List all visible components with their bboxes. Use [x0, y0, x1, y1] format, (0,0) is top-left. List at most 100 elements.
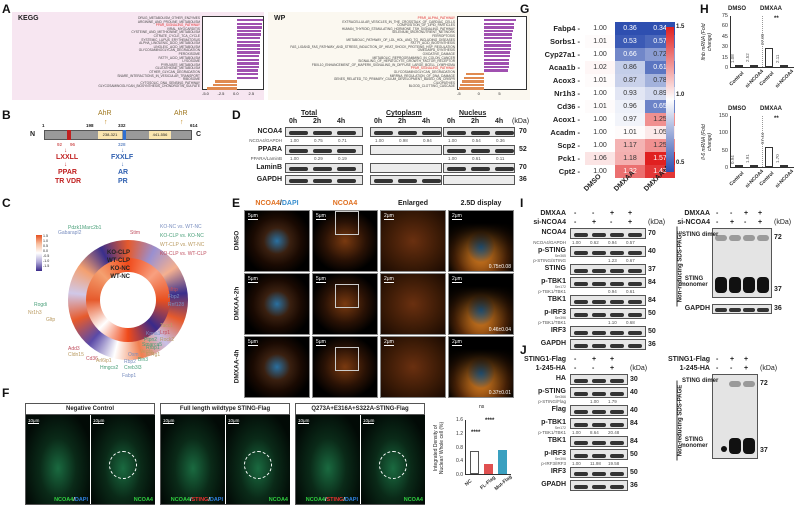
- protein-label: IRF3: [550, 327, 566, 334]
- ratio-value: 1.00: [572, 430, 581, 435]
- bar: [470, 450, 479, 474]
- ratio-label: p-IRF3/IRF3: [541, 461, 566, 466]
- protein-label: STING: [544, 265, 566, 272]
- image-group: Negative Control 10μm NCOA4/DAPI 10μm NCOA4: [25, 403, 155, 505]
- protein-band: [574, 269, 588, 273]
- protein-band: [610, 472, 624, 476]
- fraction-header: Nucleus: [459, 110, 487, 117]
- protein-band: [289, 167, 308, 171]
- protein-band: [313, 149, 332, 153]
- gene-label: Fbp2: [168, 294, 180, 300]
- y-tick: 0: [724, 65, 728, 71]
- gene-label: Kpna1: [146, 331, 161, 337]
- protein-band: [574, 410, 588, 414]
- enrichment-bar: [207, 87, 238, 90]
- protein-band: [592, 269, 606, 273]
- ratio-label: NCOA4/GAPDH: [249, 138, 282, 143]
- zoom-box: [335, 347, 359, 371]
- gene-label: Arl6ip1: [96, 358, 112, 364]
- circos-ring: [68, 240, 188, 360]
- panel-g-label: G: [520, 2, 530, 16]
- blot-lanes: [570, 246, 646, 257]
- bar: [735, 65, 743, 67]
- gene-label: Ptpn2: [144, 337, 158, 343]
- panel-e-label: E: [232, 196, 241, 210]
- scale-bar: 5μm: [248, 213, 258, 220]
- pathway-term: METABOLIC_REPROGRAMMING_IN_COLON_CANCER: [372, 55, 455, 60]
- channel-label: NCOA4/STING/DAPI: [305, 497, 358, 503]
- western-blot-d: Total Cytoplasm Nucleus 0h 2h 4h 0h 2h 4h 0h 2h 4h(…: [230, 108, 529, 188]
- protein-label: PPARA: [258, 146, 282, 153]
- protein-band: [313, 167, 332, 171]
- bar-value: 1.08: [730, 54, 735, 64]
- timepoint-label: 4h: [337, 118, 346, 125]
- enrichment-bar: [237, 73, 259, 76]
- scale-bar: 5μm: [316, 213, 326, 220]
- channel-label: NCOA4/STING/DAPI: [170, 497, 223, 503]
- heatmap-cell: 1.00: [585, 113, 615, 126]
- blot-lanes: [570, 480, 628, 491]
- blot-lane-group: [370, 175, 442, 185]
- nucleus-outline: [244, 451, 272, 479]
- colorbar-tick: 0.5: [43, 244, 48, 248]
- enrichment-bar: [237, 55, 260, 58]
- protein-band: [592, 423, 606, 427]
- wp-term-list: PPAR_ALPHA_PATHWAY EXTRACELLULAR_VESICLES…: [268, 16, 455, 89]
- protein-label: GPADH: [541, 481, 566, 488]
- pathway-term: PYRUVATE_METABOLISM: [160, 62, 200, 67]
- chart-axes: [465, 420, 511, 475]
- y-tick: 150: [718, 113, 728, 119]
- pathway-term: MIRRNA_REGULATION_OF_DNA_DAMAGE: [389, 73, 455, 78]
- heatmap-cell: 1.17: [615, 139, 645, 152]
- bar: [765, 147, 773, 167]
- ncoa4-domain-diagram: AhR ↑ AhR ↑ 1 198 332 614 N 238-321 441-…: [30, 110, 230, 195]
- x-tick: Control: [728, 170, 746, 188]
- scale-bar: 10μm: [363, 418, 375, 424]
- protein-band: [289, 131, 308, 135]
- protein-band: [592, 454, 606, 458]
- group-title: Full length wildtype STING-Flag: [161, 404, 289, 415]
- timepoint-label: 2h: [313, 118, 322, 125]
- ratio-value: 0.36: [496, 138, 505, 143]
- x-tick: si-NCOA4: [774, 68, 796, 90]
- y-axis-label: Integrated Density of Nuclear/ Whole cel…: [433, 421, 445, 475]
- bar: [750, 165, 758, 167]
- fraction-header: Total: [301, 110, 318, 117]
- protein-band: [574, 454, 588, 458]
- blot-lanes: [570, 374, 628, 385]
- gene-label: Sorbs1 -: [549, 37, 580, 46]
- ratio-value: 0.19: [338, 156, 347, 161]
- protein-label: LaminB: [256, 164, 282, 171]
- colorbar-tick: 1.0: [43, 239, 48, 243]
- gene-label: Cd36 -: [557, 102, 580, 111]
- bar-value: 2.11: [775, 54, 780, 63]
- protein-band: [337, 167, 356, 171]
- scale-bar: 2μm: [452, 213, 462, 220]
- colorbar-tick: 1.5: [43, 234, 48, 238]
- scale-bar: 10μm: [93, 418, 105, 424]
- arrow-down-icon: ↓: [64, 148, 67, 154]
- bar: [750, 65, 758, 67]
- treatment-sign: +: [744, 365, 749, 372]
- treatment-sign: +: [592, 219, 597, 226]
- pathway-term: PEROXISOME: [178, 51, 200, 56]
- kda-marker: 37: [760, 447, 768, 454]
- gene-label: Eif4g1: [146, 352, 161, 358]
- protein-label: NCOA4: [541, 229, 566, 236]
- kda-marker: 84: [648, 279, 656, 286]
- protein-band: [574, 392, 588, 396]
- treatment-sign: -: [716, 356, 719, 363]
- treatment-sign: -: [574, 210, 577, 217]
- ratio-value: 1.00: [290, 156, 299, 161]
- protein-band: [592, 379, 606, 383]
- gene-label: Fabp1: [122, 373, 137, 379]
- kda-marker: 37: [774, 286, 782, 293]
- quant-value: 0.37±0.01: [488, 390, 511, 396]
- colorbar-tick: 1.5: [676, 24, 685, 30]
- protein-label: p-STING: [538, 388, 566, 395]
- monomer-band: [757, 277, 769, 293]
- kda-marker: 37: [648, 266, 656, 273]
- treatment-sign: -: [610, 219, 613, 226]
- dimer-band: [729, 235, 741, 241]
- protein-band: [447, 149, 466, 153]
